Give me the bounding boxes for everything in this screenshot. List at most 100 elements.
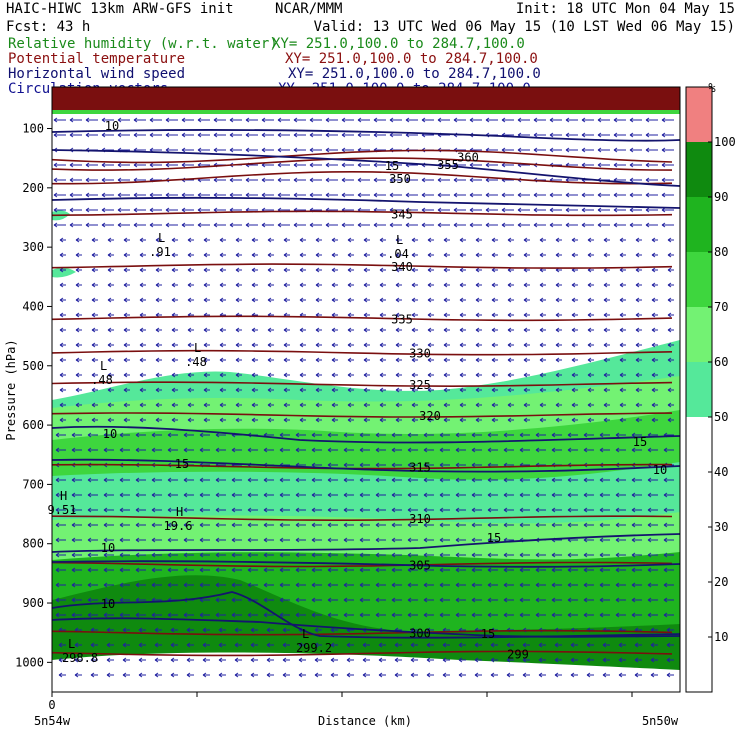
wind-vector-head bbox=[539, 387, 544, 393]
wind-vector-head bbox=[423, 522, 428, 528]
wind-vector-head bbox=[651, 402, 656, 408]
wind-vector-head bbox=[426, 672, 431, 678]
wind-vector-head bbox=[181, 117, 186, 123]
wind-vector-head bbox=[69, 132, 74, 138]
wind-vector-head bbox=[181, 192, 186, 198]
wind-vector-head bbox=[267, 282, 272, 288]
wind-vector-head bbox=[379, 282, 384, 288]
wind-contour-label: 15 bbox=[175, 457, 189, 471]
wind-vector-head bbox=[91, 252, 96, 258]
wind-vector-head bbox=[183, 612, 188, 618]
wind-vector-head bbox=[295, 447, 300, 453]
wind-vector-head bbox=[459, 282, 464, 288]
wind-vector-head bbox=[599, 582, 604, 588]
wind-vector-head bbox=[117, 192, 122, 198]
wind-vector-head bbox=[267, 267, 272, 273]
wind-vector-head bbox=[602, 657, 607, 663]
wind-vector-head bbox=[165, 117, 170, 123]
wind-vector-head bbox=[187, 357, 192, 363]
wind-vector-head bbox=[667, 402, 672, 408]
wind-vector-head bbox=[231, 507, 236, 513]
wind-vector-head bbox=[331, 342, 336, 348]
wind-vector-head bbox=[427, 312, 432, 318]
wind-vector-head bbox=[373, 132, 378, 138]
wind-vector-head bbox=[187, 252, 192, 258]
wind-vector-head bbox=[311, 552, 316, 558]
wind-vector-head bbox=[667, 387, 672, 393]
wind-vector-head bbox=[91, 342, 96, 348]
wind-vector-head bbox=[59, 282, 64, 288]
wind-vector-head bbox=[583, 582, 588, 588]
wind-vector-head bbox=[410, 672, 415, 678]
wind-vector-head bbox=[315, 402, 320, 408]
wind-vector-head bbox=[427, 372, 432, 378]
wind-vector-head bbox=[183, 507, 188, 513]
wind-vector-head bbox=[263, 567, 268, 573]
wind-vector-head bbox=[325, 117, 330, 123]
x-axis: 0 bbox=[48, 692, 633, 712]
wind-vector-head bbox=[523, 342, 528, 348]
wind-vector-head bbox=[551, 582, 556, 588]
wind-vector-head bbox=[631, 477, 636, 483]
wind-vector-head bbox=[523, 357, 528, 363]
wind-vector-head bbox=[151, 582, 156, 588]
wind-vector-head bbox=[455, 507, 460, 513]
wind-vector-head bbox=[507, 252, 512, 258]
wind-vector-head bbox=[618, 672, 623, 678]
wind-vector-head bbox=[119, 522, 124, 528]
wind-vector-head bbox=[117, 222, 122, 228]
wind-vector-head bbox=[629, 162, 634, 168]
wind-vector-head bbox=[455, 612, 460, 618]
wind-vector-head bbox=[427, 417, 432, 423]
wind-vector-head bbox=[123, 267, 128, 273]
wind-vector-head bbox=[314, 672, 319, 678]
wind-vector-head bbox=[571, 372, 576, 378]
wind-vector-head bbox=[123, 282, 128, 288]
wind-vector-head bbox=[119, 507, 124, 513]
wind-vector-head bbox=[59, 357, 64, 363]
wind-vector-head bbox=[379, 357, 384, 363]
wind-vector-head bbox=[599, 537, 604, 543]
wind-vector-head bbox=[581, 207, 586, 213]
wind-vector-head bbox=[411, 237, 416, 243]
wind-vector-head bbox=[155, 387, 160, 393]
wind-vector-head bbox=[645, 117, 650, 123]
wind-vector-head bbox=[555, 372, 560, 378]
wind-vector-head bbox=[71, 477, 76, 483]
wind-vector-head bbox=[219, 282, 224, 288]
wind-vector-head bbox=[277, 117, 282, 123]
wind-vector-head bbox=[245, 117, 250, 123]
wind-vector-head bbox=[602, 642, 607, 648]
wind-vector-head bbox=[197, 132, 202, 138]
wind-vector-head bbox=[487, 522, 492, 528]
wind-vector-head bbox=[487, 447, 492, 453]
wind-vector-head bbox=[309, 117, 314, 123]
wind-vector-head bbox=[613, 117, 618, 123]
wind-vector-head bbox=[167, 432, 172, 438]
wind-vector-head bbox=[363, 417, 368, 423]
wind-vector-head bbox=[439, 582, 444, 588]
wind-vector-head bbox=[138, 642, 143, 648]
wind-vector-head bbox=[327, 447, 332, 453]
wind-vector-head bbox=[587, 342, 592, 348]
wind-vector-head bbox=[331, 297, 336, 303]
wind-vector-head bbox=[101, 222, 106, 228]
wind-vector-head bbox=[103, 597, 108, 603]
wind-vector-head bbox=[165, 222, 170, 228]
wind-vector-head bbox=[139, 372, 144, 378]
wind-vector-head bbox=[55, 567, 60, 573]
wind-vector-head bbox=[331, 417, 336, 423]
wind-vector-head bbox=[519, 477, 524, 483]
wind-vector-head bbox=[327, 507, 332, 513]
wind-vector-head bbox=[295, 477, 300, 483]
wind-vector-head bbox=[85, 207, 90, 213]
wind-vector-head bbox=[453, 222, 458, 228]
wind-vector-head bbox=[554, 657, 559, 663]
wind-vector-head bbox=[331, 282, 336, 288]
wind-vector-head bbox=[139, 327, 144, 333]
wind-vector-head bbox=[667, 282, 672, 288]
wind-vector-head bbox=[279, 567, 284, 573]
wind-vector-head bbox=[215, 582, 220, 588]
wind-vector-head bbox=[411, 387, 416, 393]
wind-vector-head bbox=[55, 447, 60, 453]
